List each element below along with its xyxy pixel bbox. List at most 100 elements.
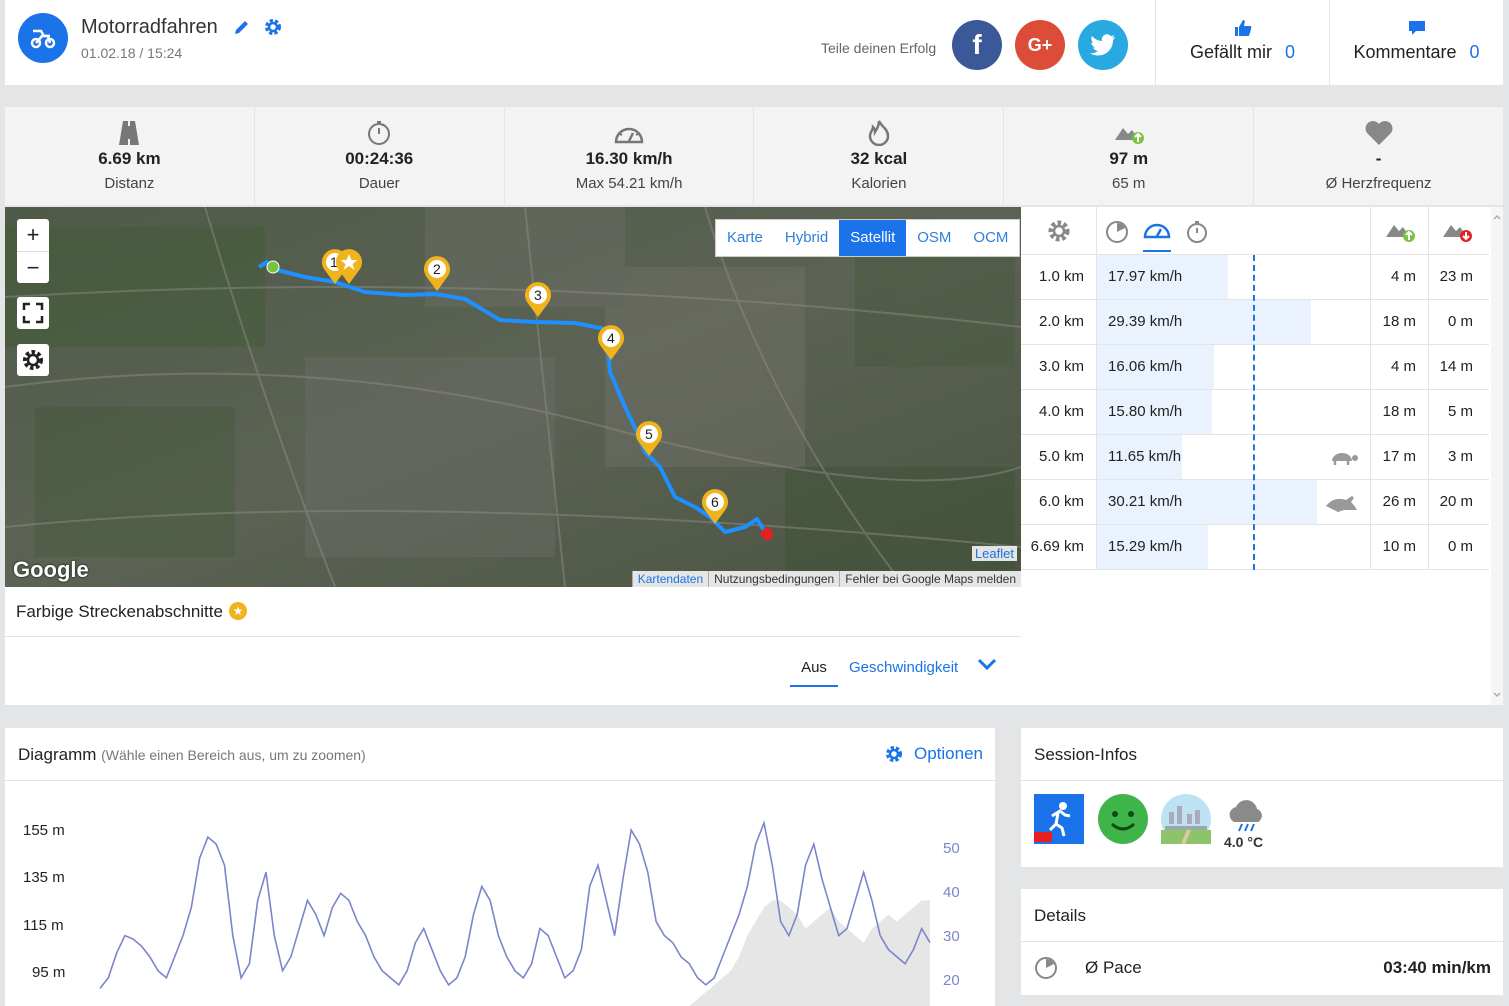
heart-icon [1254,119,1503,147]
terms-link[interactable]: Nutzungsbedingungen [708,571,839,587]
y2-tick-label: 20 [943,972,960,989]
speed-tab-icon[interactable] [1143,217,1171,252]
chevron-down-icon[interactable] [977,657,997,676]
split-distance: 2.0 km [1021,300,1097,344]
diagram-title: Diagramm (Wähle einen Bereich aus, um zu… [18,745,366,764]
twitter-share-button[interactable] [1078,20,1128,70]
thumbs-up-icon [1233,18,1253,38]
map-marker-4[interactable]: 4 [597,325,625,366]
split-distance: 6.69 km [1021,525,1097,569]
split-elevation-up: 10 m [1371,525,1429,569]
layer-karte[interactable]: Karte [727,229,763,246]
split-speed-cell: 17.97 km/h [1097,255,1371,299]
split-elevation-down: 20 m [1439,493,1473,510]
split-speed-cell: 29.39 km/h [1097,300,1371,344]
stat-label: Distanz [104,175,155,192]
report-error-link[interactable]: Fehler bei Google Maps melden [839,571,1021,587]
stat-heart-rate: - Ø Herzfrequenz [1254,107,1503,205]
split-speed-cell: 15.80 km/h [1097,390,1371,434]
twitter-bird-icon [1090,34,1115,56]
splits-header [1021,207,1489,255]
leaflet-link[interactable]: Leaflet [971,546,1017,561]
split-speed-bar [1097,435,1182,479]
splits-table: 1.0 km 17.97 km/h 4 m 23 m 2.0 km 29.39 km/h 1… [1021,207,1489,570]
diagram-hint: (Wähle einen Bereich aus, um zu zoomen) [101,747,366,763]
split-speed: 29.39 km/h [1108,313,1183,330]
kartendaten-link[interactable]: Kartendaten [631,571,708,587]
diagram-options-button[interactable]: Optionen [884,744,983,764]
map-marker-6[interactable]: 6 [701,489,729,530]
layer-osm[interactable]: OSM [917,229,952,246]
star-icon: ★ [228,602,247,620]
comments-button[interactable]: Kommentare 0 [1329,0,1503,85]
split-speed: 15.80 km/h [1108,403,1183,420]
split-distance: 4.0 km [1021,390,1097,434]
details-title: Details [1034,906,1086,925]
satellite-map-image [5,207,1021,587]
gear-icon[interactable] [263,17,283,37]
zoom-in-button[interactable]: + [17,219,49,251]
facebook-share-button[interactable]: f [952,20,1002,70]
stat-label: Kalorien [851,175,907,192]
diagram-card: Diagramm (Wähle einen Bereich aus, um zu… [5,728,995,1006]
map-marker-5[interactable]: 5 [635,421,663,462]
rain-cloud-icon [1224,794,1274,844]
segment-option-speed[interactable]: Geschwindigkeit [849,659,959,676]
split-elevation-up: 4 m [1371,255,1429,299]
stopwatch-tab-icon[interactable] [1185,220,1209,249]
split-speed-cell: 11.65 km/h [1097,435,1371,479]
segment-option-off[interactable]: Aus [790,654,838,687]
zoom-out-button[interactable]: − [17,251,49,283]
happy-face-icon [1098,794,1148,844]
map-settings-button[interactable] [17,344,49,376]
splits-settings-button[interactable] [1021,207,1097,254]
like-button[interactable]: Gefällt mir 0 [1155,0,1329,85]
layer-hybrid[interactable]: Hybrid [784,229,829,246]
splits-body: 1.0 km 17.97 km/h 4 m 23 m 2.0 km 29.39 km/h 1… [1021,255,1489,570]
elevation-down-icon [1429,207,1485,254]
split-row: 3.0 km 16.06 km/h 4 m 14 m [1021,345,1489,390]
layer-satellit[interactable]: Satellit [839,220,907,256]
activity-header: Motorradfahren 01.02.18 / 15:24 Teile de… [5,0,1503,85]
stat-label: Dauer [358,175,400,192]
edit-icon[interactable] [233,18,251,36]
fullscreen-button[interactable] [17,297,49,329]
map-view[interactable]: 1 2 3 4 5 6 + − Karte Hybrid Satellit OS… [5,207,1021,587]
divider [1021,941,1503,942]
split-elevation-up: 18 m [1371,300,1429,344]
split-speed: 30.21 km/h [1108,493,1183,510]
flame-icon [754,119,1003,147]
gear-icon [1048,220,1069,241]
map-marker-3[interactable]: 3 [524,282,552,323]
elevation-speed-chart[interactable] [5,728,995,1006]
stat-value: 97 m [1109,149,1149,168]
runtastic-pro-icon [1034,794,1084,844]
split-elevation-down: 0 m [1447,313,1473,330]
pace-tab-icon[interactable] [1105,220,1129,249]
layer-ocm[interactable]: OCM [973,229,1009,246]
split-speed-bar [1097,345,1214,389]
pace-value: 03:40 min/km [1383,958,1491,977]
map-layer-switcher: Karte Hybrid Satellit OSM OCM [715,219,1021,257]
stat-duration: 00:24:36 Dauer [255,107,505,205]
stat-value: 32 kcal [850,149,908,168]
split-speed-bar [1097,480,1317,524]
map-marker-2[interactable]: 2 [423,256,451,297]
stat-value: - [1375,149,1382,168]
split-row: 6.69 km 15.29 km/h 10 m 0 m [1021,525,1489,570]
rabbit-icon [1326,496,1357,512]
google-plus-share-button[interactable]: G+ [1015,20,1065,70]
road-icon [5,119,254,147]
stopwatch-icon [255,119,504,147]
stat-label: 65 m [1112,175,1146,192]
divider [5,636,1021,637]
stat-calories: 32 kcal Kalorien [754,107,1005,205]
split-elevation-up: 17 m [1371,435,1429,479]
split-speed-cell: 16.06 km/h [1097,345,1371,389]
split-elevation-down: 14 m [1439,358,1473,375]
split-speed: 11.65 km/h [1108,448,1182,465]
map-marker-star[interactable] [335,249,363,290]
scrollbar[interactable] [1491,207,1503,705]
split-elevation-up: 4 m [1371,345,1429,389]
split-distance: 5.0 km [1021,435,1097,479]
